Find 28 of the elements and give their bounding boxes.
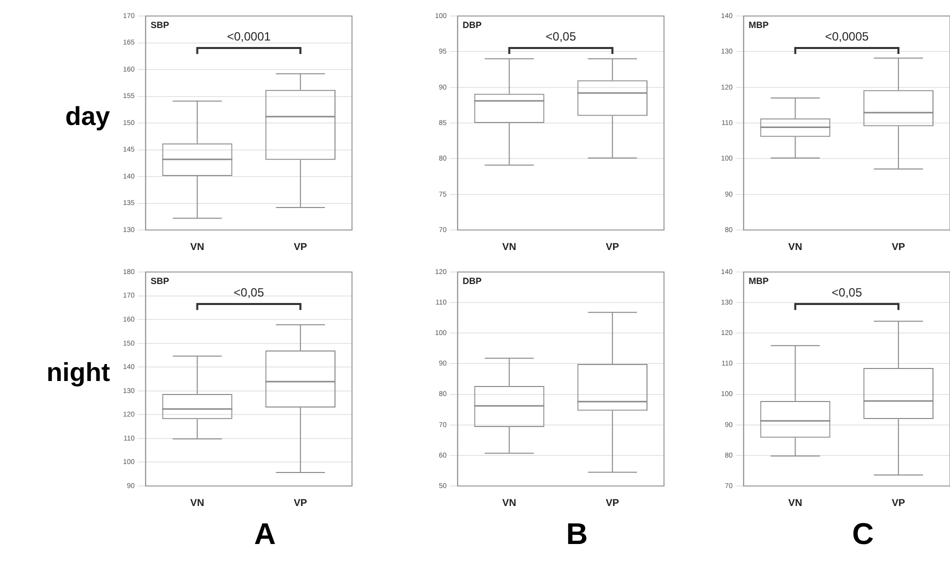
chart-title: SBP (150, 20, 170, 30)
x-tick-label: VP (294, 498, 308, 509)
y-axis-title: night (46, 357, 110, 388)
x-tick-label: VN (502, 242, 516, 253)
x-tick-label: VN (502, 498, 516, 509)
x-tick-label: VP (606, 242, 620, 253)
annotation: <0,05 (546, 29, 576, 44)
x-tick-label: VN (788, 498, 802, 509)
x-tick-label: VN (788, 242, 802, 253)
x-tick-label: VN (190, 498, 204, 509)
annotation: <0,05 (832, 285, 862, 300)
annotation: <0,0005 (824, 29, 870, 44)
y-axis-title: day (65, 101, 110, 132)
x-tick-label: VP (606, 498, 620, 509)
text: MBP (748, 20, 769, 30)
x-axis-title: C (851, 518, 875, 552)
chart-title: SBP (150, 276, 170, 286)
x-tick-label: VP (892, 498, 906, 509)
text: MBP (748, 276, 769, 286)
text: DBP (462, 276, 482, 286)
x-tick-label: VP (892, 242, 906, 253)
x-tick-label: VN (190, 242, 204, 253)
annotation: <0,0001 (226, 29, 272, 44)
x-axis-title: A (253, 518, 277, 552)
text: DBP (462, 20, 482, 30)
x-axis-title: B (565, 518, 589, 552)
x-tick-label: VP (294, 242, 308, 253)
annotation: <0,05 (234, 285, 264, 300)
